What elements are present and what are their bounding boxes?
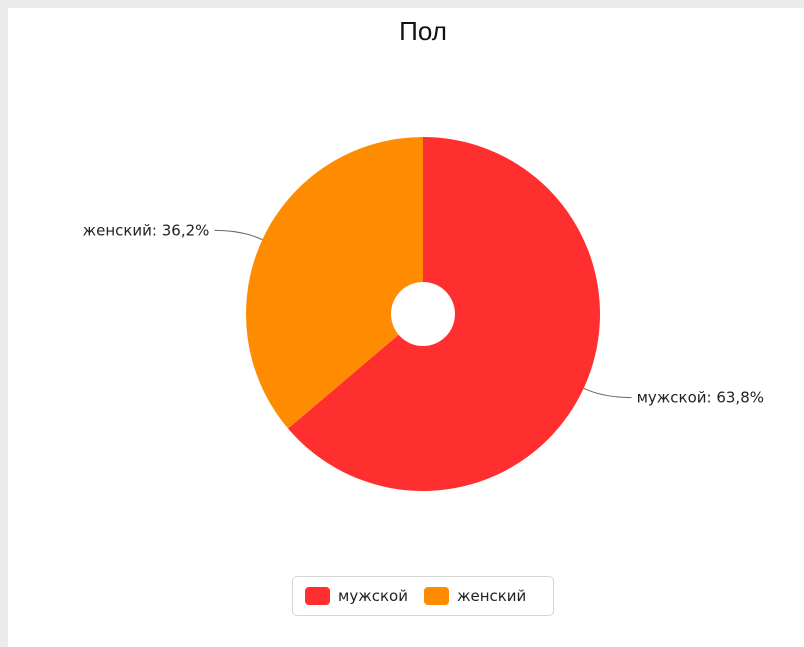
legend-swatch-male — [305, 587, 330, 605]
legend-swatch-female — [423, 587, 449, 605]
pie-slice-female[interactable] — [246, 137, 423, 429]
chart-legend: мужской женский — [292, 576, 554, 616]
legend-item-male[interactable]: мужской — [305, 587, 408, 605]
donut-hole — [391, 282, 455, 346]
legend-item-female[interactable]: женский — [423, 587, 527, 605]
connector-female — [214, 229, 263, 241]
legend-label-female: женский — [456, 587, 527, 605]
data-label-female: женский: 36,2% — [83, 221, 210, 239]
connector-male — [583, 387, 632, 399]
chart-title: Пол — [399, 16, 447, 46]
data-label-male: мужской: 63,8% — [637, 389, 764, 407]
legend-label-male: мужской — [338, 587, 408, 605]
